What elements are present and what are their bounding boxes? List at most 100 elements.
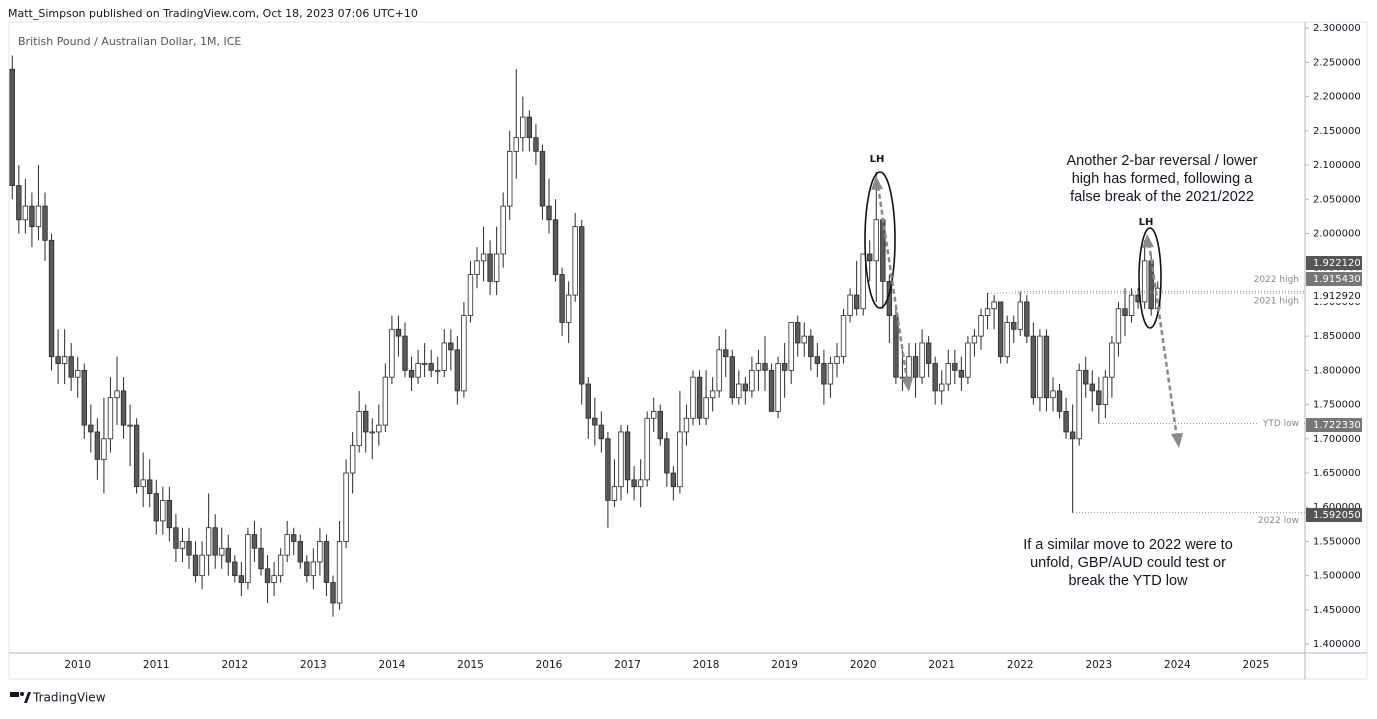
candle-body — [94, 431, 101, 460]
x-tick-label: 2014 — [379, 659, 406, 671]
candle-body — [461, 315, 467, 392]
candle-body — [1030, 335, 1037, 399]
candle-body — [395, 328, 402, 337]
candle-body — [1122, 308, 1128, 316]
candle-body — [245, 534, 251, 583]
candle-body — [1011, 322, 1017, 330]
candle-body — [369, 431, 375, 434]
candle-body — [795, 322, 801, 344]
candle-body — [670, 472, 677, 488]
candle-body — [219, 547, 225, 556]
candle-body — [310, 561, 317, 577]
price-label: 1.592050 — [1313, 510, 1361, 521]
x-tick-label: 2016 — [536, 659, 563, 671]
candle-body — [598, 424, 605, 440]
candle-body — [611, 486, 618, 501]
candle-body — [860, 253, 866, 310]
price-box — [1306, 508, 1362, 522]
candle-body — [22, 205, 29, 221]
arrow-head — [871, 176, 883, 190]
candle-body — [68, 356, 74, 378]
candle-body — [153, 493, 159, 522]
x-tick-label: 2013 — [300, 659, 327, 671]
candle-body — [61, 356, 68, 364]
candle-body — [703, 397, 709, 419]
candle-body — [1069, 431, 1076, 440]
candle-body — [605, 438, 611, 501]
y-tick-label: 2.100000 — [1313, 160, 1361, 171]
candle-body — [264, 568, 271, 583]
candle-body — [480, 253, 487, 262]
logo-mark — [24, 692, 31, 703]
annotation-line: false break of the 2021/2022 — [1070, 189, 1254, 205]
candle-body — [277, 554, 284, 577]
candle-body — [1083, 369, 1089, 385]
candle-body — [291, 534, 297, 542]
candle-body — [1043, 335, 1050, 399]
y-tick-label: 1.600000 — [1313, 502, 1361, 513]
y-tick-label: 1.550000 — [1313, 536, 1361, 547]
candle-body — [965, 342, 971, 378]
candle-body — [35, 205, 42, 228]
candle-body — [133, 424, 140, 488]
candle-body — [29, 205, 35, 228]
arrow-head — [901, 377, 913, 392]
candle-body — [906, 356, 912, 378]
x-tick-label: 2021 — [928, 659, 955, 671]
candle-body — [657, 411, 663, 440]
candle-body — [271, 575, 277, 583]
candle-body — [1096, 390, 1102, 405]
candle-body — [945, 363, 951, 385]
candle-body — [493, 253, 500, 282]
logo: TradingView — [10, 691, 106, 705]
candle-body — [448, 342, 454, 351]
candle-body — [205, 527, 212, 556]
candle-body — [723, 349, 729, 358]
candle-body — [912, 356, 919, 378]
candle-body — [781, 363, 788, 371]
candle-body — [42, 205, 48, 241]
candle-body — [330, 582, 336, 604]
y-tick-label: 2.250000 — [1313, 57, 1361, 68]
arrow-head — [1142, 234, 1154, 248]
annotation-line: Another 2-bar reversal / lower — [1067, 153, 1258, 169]
footer: TradingView — [32, 691, 106, 705]
level-name: 2021 high — [1254, 297, 1299, 307]
y-tick-label: 1.450000 — [1313, 605, 1361, 616]
candle-body — [435, 369, 441, 372]
candle-body — [1076, 369, 1082, 440]
candle-body — [75, 369, 81, 378]
candle-body — [1109, 342, 1115, 378]
candle-body — [1037, 335, 1043, 399]
candle-body — [971, 335, 978, 344]
candle-body — [16, 185, 22, 221]
candle-body — [552, 219, 559, 275]
price-box — [1306, 256, 1362, 270]
x-tick-label: 2018 — [693, 659, 720, 671]
candle-body — [533, 137, 539, 152]
candle-body — [304, 561, 310, 577]
x-tick-label: 2023 — [1085, 659, 1112, 671]
candle-body — [1024, 301, 1030, 337]
candle-body — [696, 376, 703, 419]
candle-body — [788, 322, 794, 371]
ellipse — [864, 171, 896, 309]
candle-body — [107, 397, 114, 440]
symbol-title: British Pound / Australian Dollar, 1M, I… — [18, 35, 241, 48]
candle-body — [1141, 260, 1148, 303]
candle-body — [847, 294, 853, 316]
y-tick-label: 1.850000 — [1313, 331, 1361, 342]
candle-body — [618, 431, 624, 488]
candle-body — [225, 547, 231, 563]
candle-body — [323, 541, 330, 583]
candle-body — [389, 328, 395, 378]
candle-body — [834, 356, 840, 364]
level-name-bg — [1258, 417, 1302, 430]
candle-body — [651, 411, 657, 419]
candle-body — [363, 411, 369, 433]
price-label: 1.912920 — [1313, 291, 1361, 302]
candle-body — [742, 383, 749, 392]
arrow — [1147, 242, 1179, 439]
